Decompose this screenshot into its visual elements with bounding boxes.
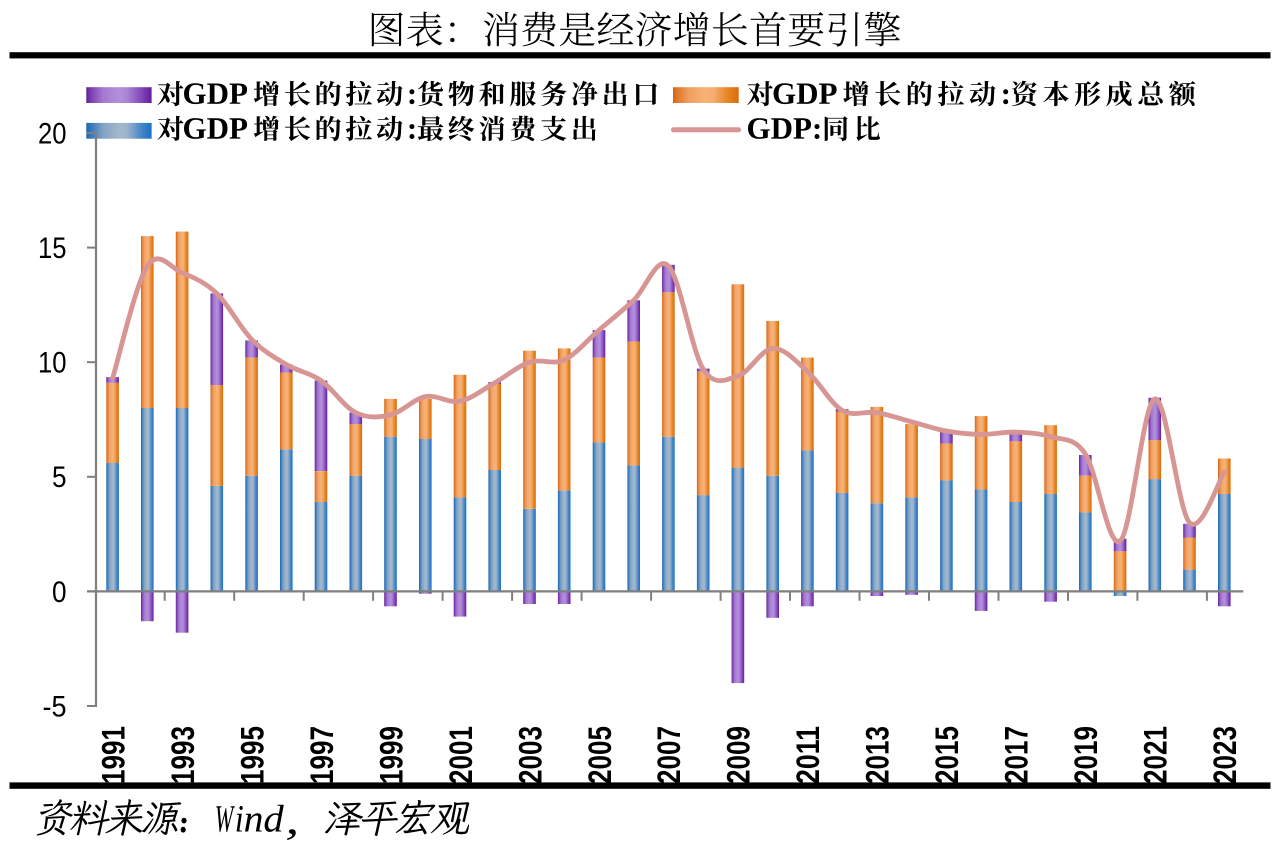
svg-text:1991: 1991 [95, 726, 131, 784]
svg-text:2015: 2015 [929, 726, 965, 784]
svg-text:5: 5 [52, 461, 67, 494]
svg-text:2011: 2011 [790, 726, 826, 784]
svg-text:2007: 2007 [651, 726, 687, 784]
svg-text:1993: 1993 [165, 726, 201, 784]
svg-text:0: 0 [52, 576, 67, 609]
svg-text:1995: 1995 [234, 726, 270, 784]
svg-text:20: 20 [38, 117, 67, 150]
svg-text:2001: 2001 [443, 726, 479, 784]
svg-text:2017: 2017 [999, 726, 1035, 784]
svg-text:2005: 2005 [582, 726, 618, 784]
svg-text:-5: -5 [43, 690, 67, 723]
svg-text:15: 15 [38, 232, 67, 265]
svg-text:1997: 1997 [304, 726, 340, 784]
svg-text:2003: 2003 [512, 726, 548, 784]
svg-text:2009: 2009 [721, 726, 757, 784]
svg-text:2023: 2023 [1207, 726, 1243, 784]
svg-text:2021: 2021 [1138, 726, 1174, 784]
svg-text:10: 10 [38, 347, 67, 380]
svg-text:2013: 2013 [860, 726, 896, 784]
svg-text:2019: 2019 [1068, 726, 1104, 784]
svg-text:1999: 1999 [373, 726, 409, 784]
